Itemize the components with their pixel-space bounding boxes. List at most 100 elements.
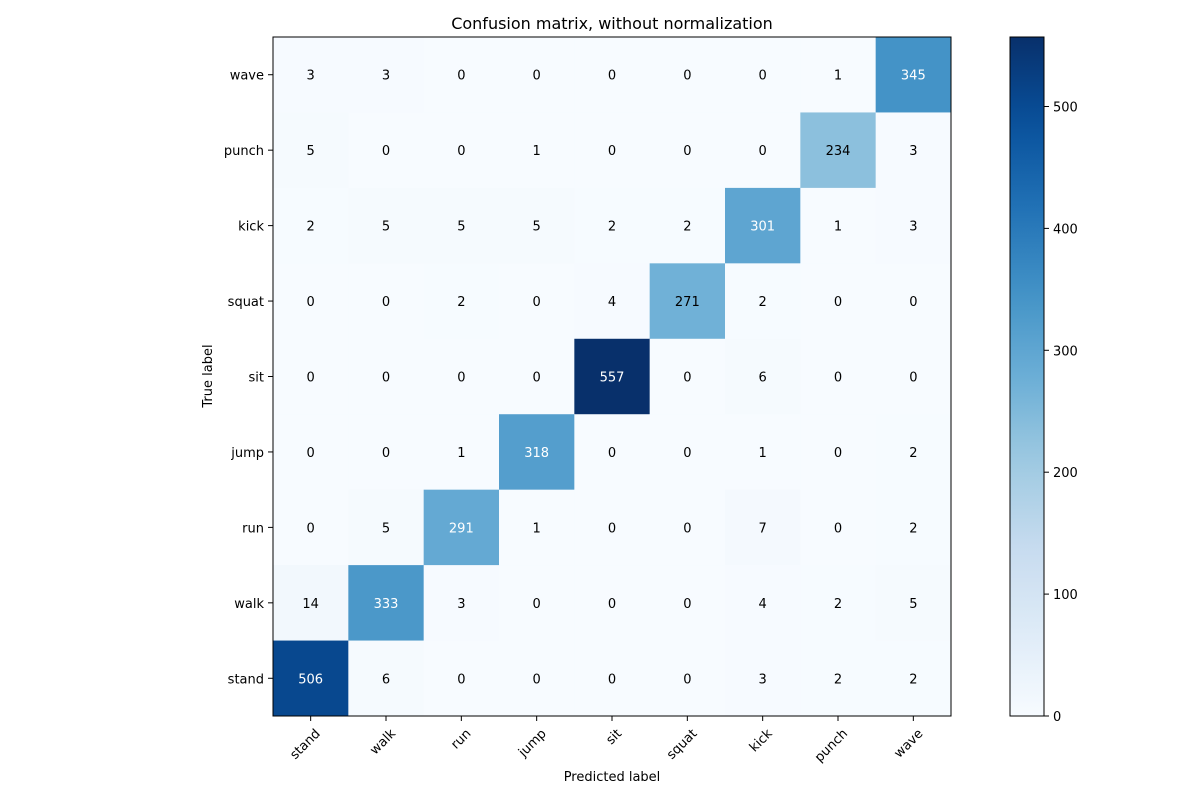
heatmap-cell bbox=[725, 37, 801, 113]
heatmap-cell bbox=[725, 489, 801, 566]
cell-value-label: 557 bbox=[600, 371, 625, 386]
cell-value-label: 271 bbox=[675, 295, 700, 310]
x-tick-label: punch bbox=[812, 726, 851, 765]
heatmap-cell bbox=[273, 414, 349, 491]
heatmap-cell bbox=[273, 565, 349, 642]
heatmap-cell bbox=[273, 489, 349, 566]
heatmap-cell bbox=[273, 112, 349, 189]
cell-value-label: 4 bbox=[608, 295, 616, 310]
heatmap-cell bbox=[574, 565, 651, 642]
cell-value-label: 3 bbox=[307, 69, 315, 84]
cell-value-label: 318 bbox=[524, 446, 549, 461]
colorbar: 0 100 200 300 400 500 bbox=[1009, 36, 1078, 725]
cell-value-label: 0 bbox=[457, 69, 465, 84]
heatmap-cell bbox=[348, 37, 425, 113]
heatmap-cell bbox=[423, 112, 500, 189]
cell-value-label: 0 bbox=[533, 295, 541, 310]
heatmap-cell bbox=[875, 414, 952, 491]
heatmap-cell bbox=[499, 338, 575, 415]
heatmap-cell bbox=[574, 489, 651, 566]
cell-value-label: 1 bbox=[834, 220, 842, 235]
heatmap-cell bbox=[725, 338, 801, 415]
heatmap-cell bbox=[875, 565, 952, 642]
heatmap-cell bbox=[273, 263, 349, 340]
cell-value-label: 0 bbox=[457, 371, 465, 386]
colorbar-fill bbox=[1010, 37, 1044, 716]
cell-value-label: 0 bbox=[533, 371, 541, 386]
heatmap-cell bbox=[800, 338, 877, 415]
cell-value-label: 0 bbox=[307, 446, 315, 461]
x-tick-label: run bbox=[448, 726, 474, 752]
cell-value-label: 5 bbox=[909, 597, 917, 612]
heatmap-cell bbox=[725, 414, 801, 491]
y-tick-label: stand bbox=[228, 672, 264, 687]
heatmap-cell bbox=[273, 640, 349, 717]
heatmap-cell bbox=[423, 565, 500, 642]
cell-value-label: 5 bbox=[382, 521, 390, 536]
cell-value-label: 2 bbox=[608, 220, 616, 235]
cell-value-label: 0 bbox=[608, 597, 616, 612]
heatmap-cell bbox=[499, 565, 575, 642]
cell-value-label: 0 bbox=[683, 672, 691, 687]
heatmap-cell bbox=[499, 489, 575, 566]
heatmap-cell bbox=[649, 112, 726, 189]
heatmap-cell bbox=[499, 112, 575, 189]
cell-value-label: 5 bbox=[457, 220, 465, 235]
heatmap-cell bbox=[875, 37, 952, 113]
y-tick-label: run bbox=[242, 521, 264, 536]
x-tick-label: sit bbox=[603, 726, 625, 748]
heatmap-cell bbox=[574, 187, 651, 264]
y-tick-label: punch bbox=[224, 144, 264, 159]
cell-value-label: 0 bbox=[307, 371, 315, 386]
heatmap-cell bbox=[348, 414, 425, 491]
cell-value-label: 5 bbox=[533, 220, 541, 235]
cell-value-label: 2 bbox=[834, 597, 842, 612]
heatmap-cell bbox=[574, 112, 651, 189]
cell-value-label: 0 bbox=[909, 295, 917, 310]
cell-value-label: 0 bbox=[382, 144, 390, 159]
heatmap-cell bbox=[574, 414, 651, 491]
cell-value-label: 0 bbox=[834, 521, 842, 536]
heatmap-cell bbox=[649, 565, 726, 642]
cell-value-label: 0 bbox=[608, 446, 616, 461]
heatmap-cell bbox=[725, 187, 801, 264]
cell-value-label: 0 bbox=[533, 672, 541, 687]
cell-value-label: 6 bbox=[759, 371, 767, 386]
cell-value-label: 345 bbox=[901, 69, 926, 84]
cell-value-label: 6 bbox=[382, 672, 390, 687]
heatmap-cell bbox=[800, 565, 877, 642]
heatmap-cell bbox=[423, 338, 500, 415]
cell-value-label: 0 bbox=[382, 371, 390, 386]
heatmap-cell bbox=[423, 187, 500, 264]
colorbar-tick-label: 300 bbox=[1053, 344, 1078, 359]
cell-value-label: 0 bbox=[382, 446, 390, 461]
cell-value-label: 3 bbox=[457, 597, 465, 612]
heatmap-cell bbox=[423, 640, 500, 717]
cell-value-label: 4 bbox=[759, 597, 767, 612]
heatmap-cell bbox=[649, 338, 726, 415]
cell-value-label: 0 bbox=[608, 69, 616, 84]
heatmap-cell bbox=[348, 187, 425, 264]
colorbar-ticks: 0 100 200 300 400 500 bbox=[1044, 100, 1078, 725]
heatmap-cell bbox=[725, 565, 801, 642]
heatmap-cell bbox=[649, 414, 726, 491]
colorbar-tick-label: 400 bbox=[1053, 222, 1078, 237]
y-axis-ticks: wave punch kick squat sit jump run walk stand bbox=[224, 69, 273, 687]
cell-value-label: 234 bbox=[826, 144, 851, 159]
colorbar-tick-label: 100 bbox=[1053, 588, 1078, 603]
heatmap-cell bbox=[800, 489, 877, 566]
cell-value-label: 291 bbox=[449, 521, 474, 536]
x-tick-label: squat bbox=[664, 726, 700, 762]
heatmap-cell bbox=[574, 640, 651, 717]
heatmap-cell bbox=[499, 263, 575, 340]
heatmap-cell bbox=[875, 112, 952, 189]
heatmap-cell bbox=[499, 37, 575, 113]
cell-value-label: 0 bbox=[457, 672, 465, 687]
chart-title: Confusion matrix, without normalization bbox=[451, 14, 773, 33]
heatmap-cell bbox=[649, 37, 726, 113]
cell-value-label: 2 bbox=[683, 220, 691, 235]
cell-value-label: 0 bbox=[608, 672, 616, 687]
heatmap-cell bbox=[800, 37, 877, 113]
